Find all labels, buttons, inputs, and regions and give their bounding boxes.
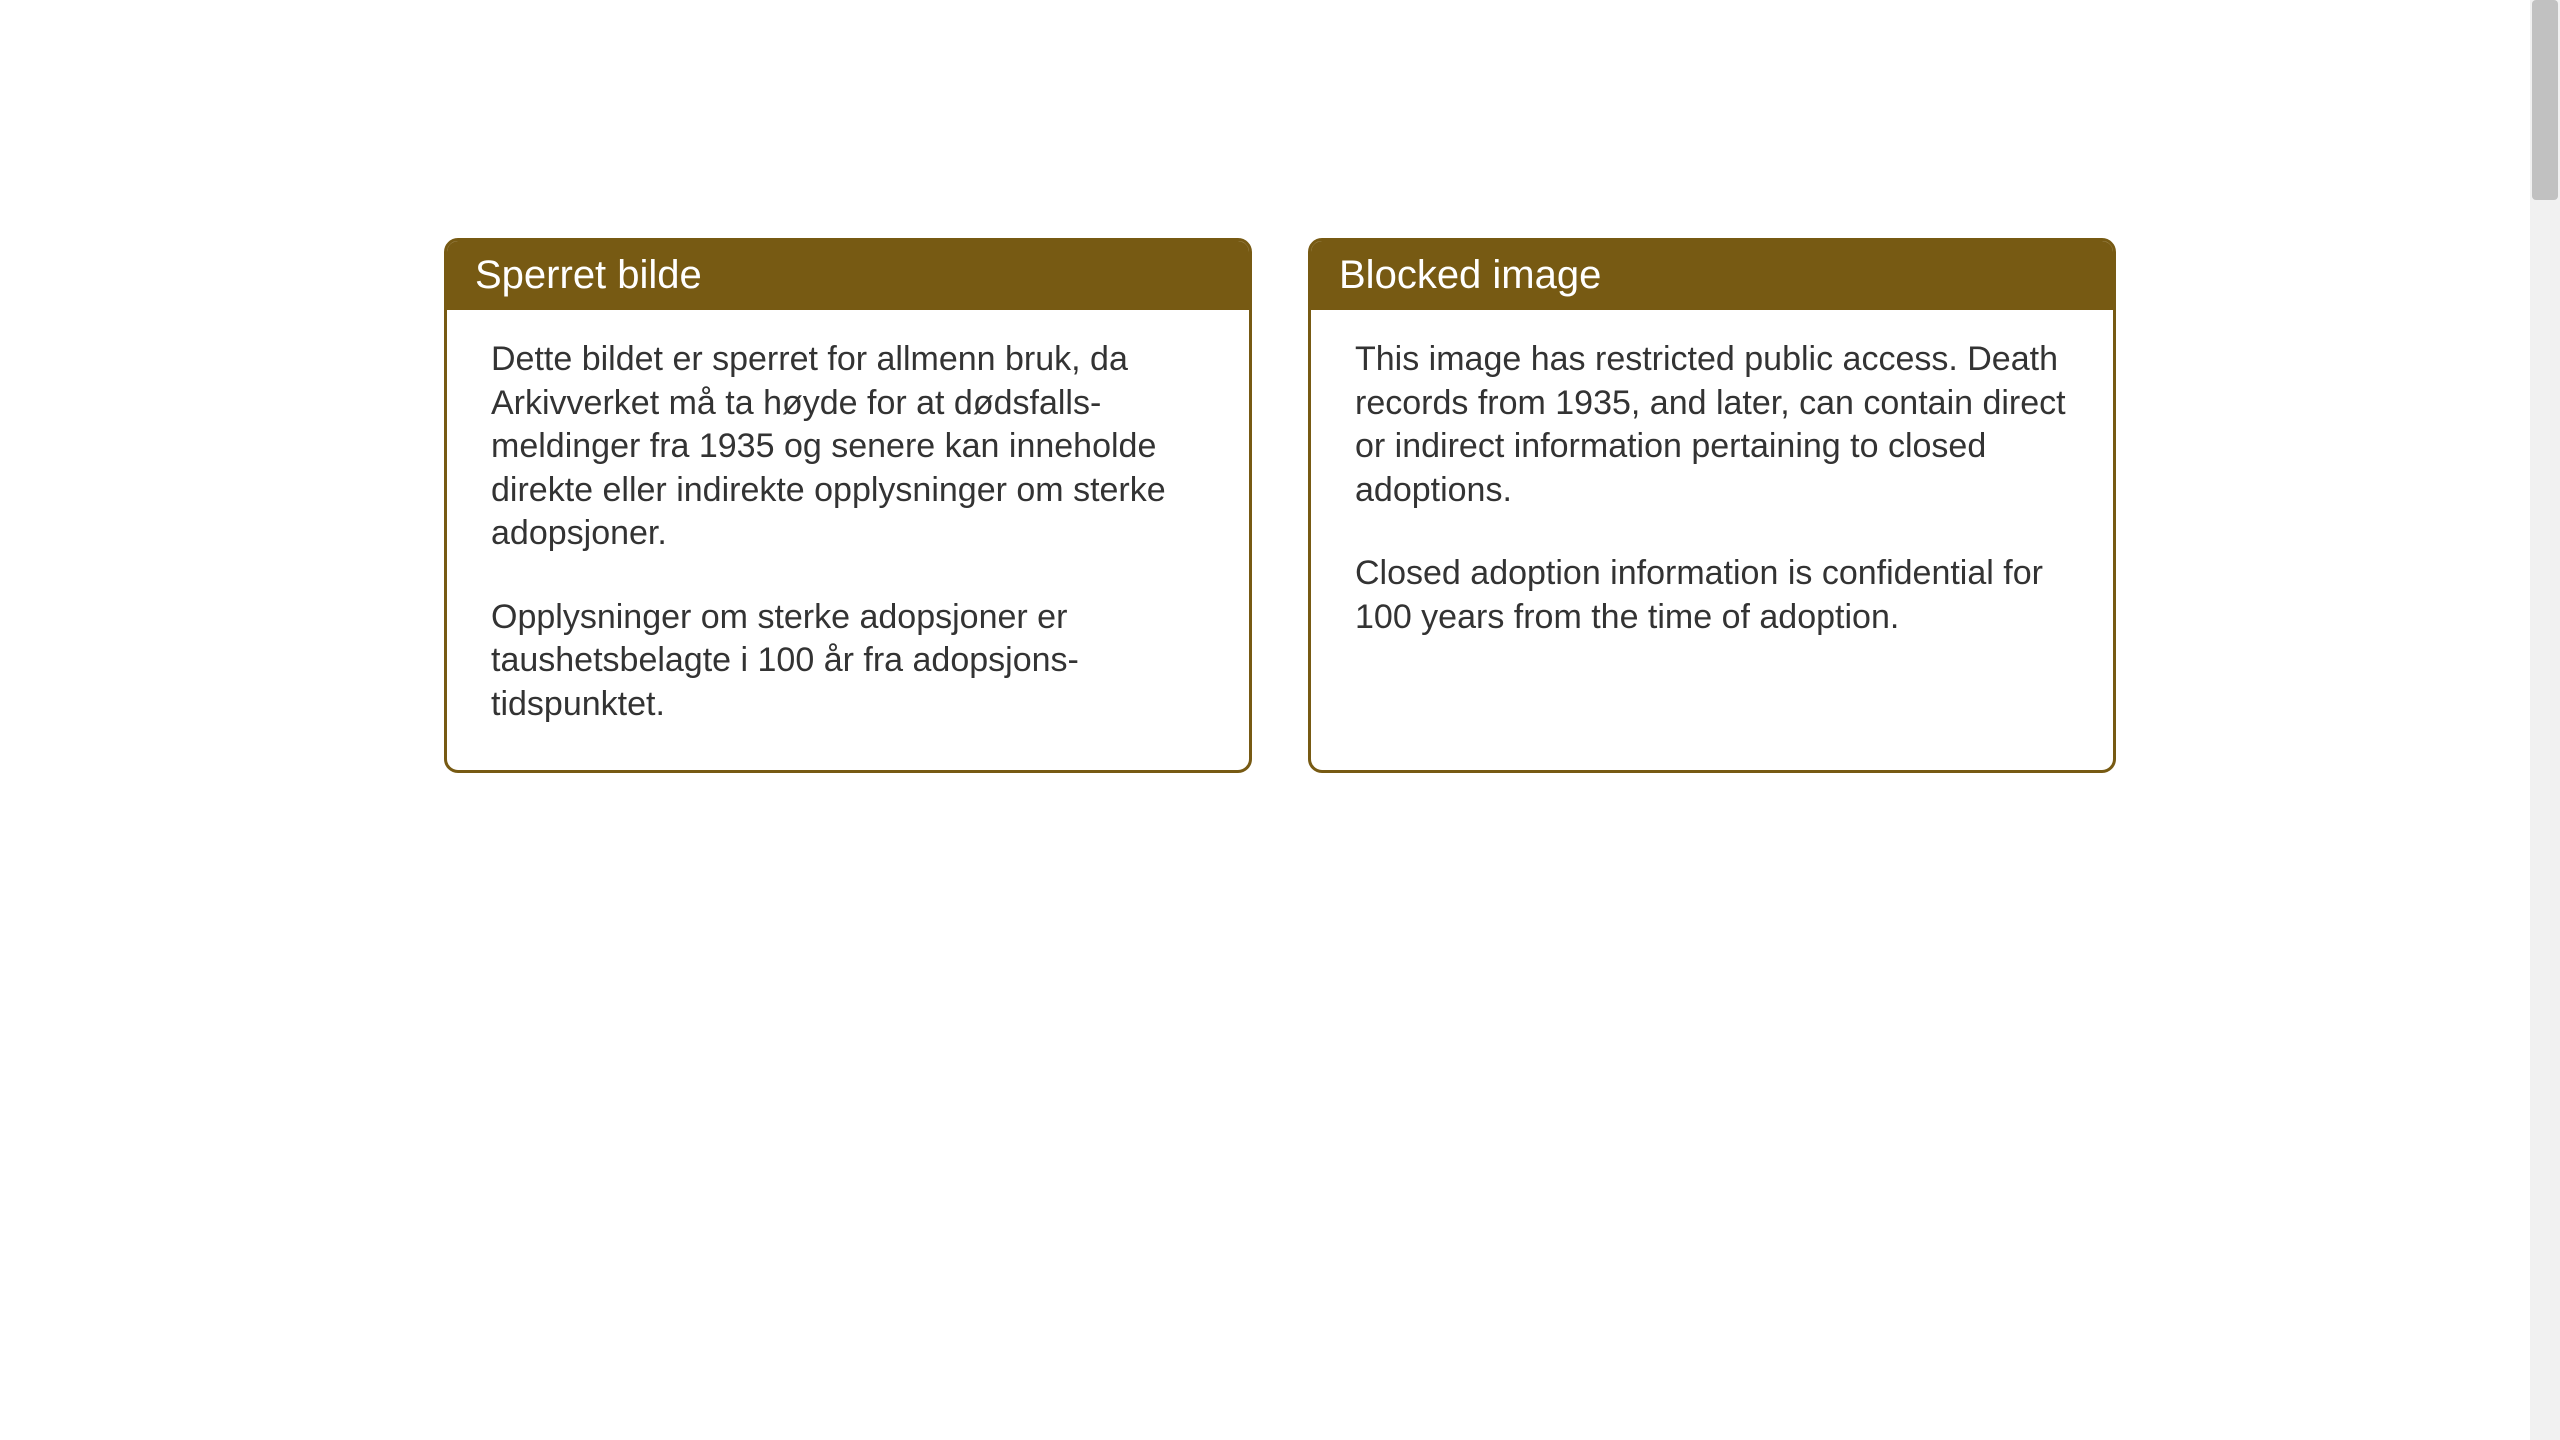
scrollbar-thumb[interactable] (2532, 0, 2558, 200)
card-english: Blocked image This image has restricted … (1308, 238, 2116, 773)
card-body-norwegian: Dette bildet er sperret for allmenn bruk… (447, 310, 1249, 770)
card-body-english: This image has restricted public access.… (1311, 310, 2113, 683)
card-header-norwegian: Sperret bilde (447, 241, 1249, 310)
card-title-english: Blocked image (1339, 253, 1601, 297)
card-norwegian: Sperret bilde Dette bildet er sperret fo… (444, 238, 1252, 773)
vertical-scrollbar[interactable] (2530, 0, 2560, 1440)
card-header-english: Blocked image (1311, 241, 2113, 310)
cards-container: Sperret bilde Dette bildet er sperret fo… (444, 238, 2116, 773)
paragraph-norwegian-2: Opplysninger om sterke adopsjoner er tau… (491, 596, 1205, 727)
card-title-norwegian: Sperret bilde (475, 253, 702, 297)
paragraph-english-1: This image has restricted public access.… (1355, 338, 2069, 512)
paragraph-norwegian-1: Dette bildet er sperret for allmenn bruk… (491, 338, 1205, 556)
paragraph-english-2: Closed adoption information is confident… (1355, 552, 2069, 639)
